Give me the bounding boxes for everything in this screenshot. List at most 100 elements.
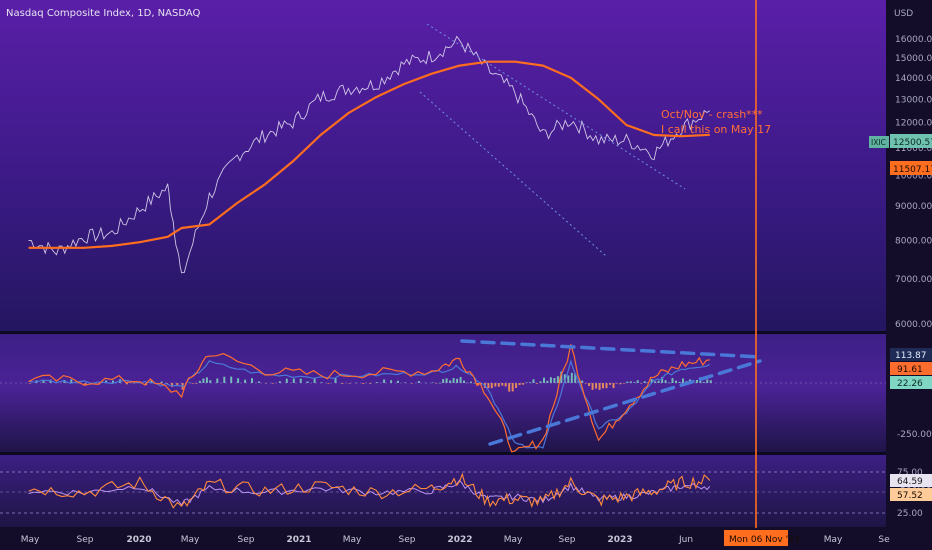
osc-histogram-bar: [626, 381, 629, 383]
osc-histogram-bar: [376, 382, 379, 383]
osc-histogram-bar: [640, 383, 643, 384]
price-panel[interactable]: [0, 0, 886, 331]
time-marker-badge: [724, 530, 788, 546]
osc-histogram-bar: [522, 383, 525, 385]
osc-histogram-bar: [28, 383, 31, 384]
osc-badge-1: [890, 348, 932, 361]
osc-histogram-bar: [264, 383, 267, 384]
osc-histogram-bar: [442, 379, 445, 383]
rsi-tick-label: 75.00: [897, 468, 923, 478]
osc-histogram-bar: [438, 382, 441, 384]
osc-histogram-bar: [70, 379, 73, 383]
osc-histogram-bar: [556, 376, 559, 383]
time-tick-label: 2023: [607, 535, 632, 545]
osc-histogram-bar: [609, 383, 611, 385]
osc-badge-1-text: 113.87: [895, 351, 927, 361]
osc-histogram-bar: [504, 383, 507, 387]
price-tick-label: 10000.00: [895, 172, 932, 182]
osc-histogram-bar: [532, 379, 535, 383]
osc-histogram-bar: [216, 378, 219, 383]
osc-slow-line[interactable]: [28, 359, 711, 449]
annotation-line-1: Oct/Nov - crash***: [661, 108, 763, 121]
osc-histogram-bar: [334, 378, 337, 383]
osc-trend-upper[interactable]: [460, 339, 762, 359]
osc-badge-3-text: 22.26: [897, 379, 923, 389]
osc-fast-line[interactable]: [28, 344, 710, 453]
osc-histogram-bar: [501, 383, 504, 386]
osc-histogram-bar: [176, 383, 179, 387]
osc-badge-2: [890, 362, 932, 375]
osc-histogram-bar: [209, 380, 212, 383]
time-tick-label: 2022: [447, 535, 472, 545]
time-tick-label: May: [343, 535, 362, 545]
osc-histogram-bar: [383, 379, 386, 383]
osc-histogram-bar: [77, 382, 80, 384]
osc-histogram-bar: [456, 378, 459, 383]
osc-histogram-bar: [449, 380, 452, 383]
time-tick-label: Sep: [77, 535, 94, 545]
price-tick-label: 9000.00: [895, 202, 932, 212]
osc-histogram-bar: [466, 382, 469, 384]
price-series-line[interactable]: [28, 35, 711, 274]
osc-histogram-bar: [546, 380, 549, 383]
osc-histogram-bar: [598, 383, 601, 390]
osc-histogram-bar: [675, 380, 677, 383]
osc-histogram-bar: [678, 381, 681, 383]
osc-histogram-bar: [278, 381, 281, 383]
osc-histogram-bar: [327, 383, 330, 384]
osc-histogram-bar: [515, 383, 518, 388]
osc-histogram-bar: [459, 377, 462, 383]
osc-histogram-bar: [497, 383, 500, 387]
time-tick-label: May: [824, 535, 843, 545]
osc-histogram-bar: [452, 378, 455, 383]
osc-histogram-bar: [125, 383, 128, 385]
osc-histogram-bar: [237, 378, 240, 383]
ma-series-line[interactable]: [28, 60, 710, 249]
osc-histogram-bar: [570, 372, 573, 383]
time-tick-label: 2021: [286, 535, 311, 545]
osc-histogram-bar: [619, 383, 622, 385]
time-axis[interactable]: [0, 527, 932, 550]
price-tick-label: 11000.00: [895, 144, 932, 154]
osc-histogram-bar: [160, 381, 163, 383]
price-axis[interactable]: [886, 0, 932, 527]
time-tick-label: May: [504, 535, 523, 545]
osc-histogram-bar: [612, 383, 615, 388]
last-price-text: 12500.57: [893, 138, 932, 148]
price-tick-label: 13000.00: [895, 95, 932, 105]
osc-histogram-bar: [132, 382, 135, 384]
osc-trend-lower[interactable]: [488, 359, 762, 446]
osc-histogram-bar: [251, 378, 253, 383]
oscillator-panel[interactable]: [0, 334, 886, 452]
ma-price-text: 11507.17: [893, 165, 932, 175]
time-tick-label: Sep: [238, 535, 255, 545]
symbol-badge: [869, 136, 889, 148]
rsi-badge-2-text: 57.52: [897, 491, 923, 501]
time-tick-label: Se: [878, 535, 890, 545]
rsi-line[interactable]: [28, 472, 711, 509]
osc-histogram-bar: [490, 383, 493, 389]
osc-histogram-bar: [650, 379, 653, 383]
osc-histogram-bar: [622, 383, 625, 384]
osc-badge-2-text: 91.61: [897, 365, 923, 375]
osc-histogram-bar: [285, 378, 288, 383]
rsi-badge-1: [890, 474, 932, 487]
osc-histogram-bar: [435, 383, 438, 384]
osc-histogram-bar: [553, 378, 556, 383]
osc-histogram-bar: [591, 383, 594, 390]
osc-histogram-bar: [511, 383, 514, 392]
time-tick-label: Sep: [559, 535, 576, 545]
price-tick-label: 12000.00: [895, 119, 932, 129]
rsi-badge-1-text: 64.59: [897, 477, 923, 487]
osc-histogram-bar: [341, 383, 344, 384]
osc-histogram-bar: [171, 383, 174, 387]
trend-channel-lower[interactable]: [419, 91, 607, 257]
osc-histogram-bar: [709, 380, 712, 383]
osc-histogram-bar: [602, 383, 604, 389]
rsi-panel[interactable]: [0, 455, 886, 527]
last-price-badge: [890, 134, 932, 148]
ma-price-badge: [890, 161, 932, 175]
trend-channel-upper[interactable]: [426, 23, 686, 190]
